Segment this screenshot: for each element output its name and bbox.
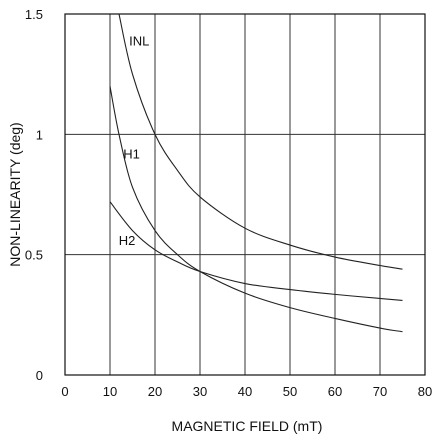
y-axis-title: NON-LINEARITY (deg) bbox=[7, 122, 23, 266]
series-curves bbox=[109, 13, 403, 333]
y-tick-label: 0 bbox=[36, 368, 43, 383]
series-label-h1: H1 bbox=[123, 146, 140, 161]
series-label-h2: H2 bbox=[119, 233, 136, 248]
plot-frame bbox=[64, 13, 426, 376]
series-labels: INL H1 H2 bbox=[119, 33, 150, 248]
y-tick-label: 1.5 bbox=[25, 7, 43, 22]
grid-lines bbox=[65, 14, 425, 375]
x-tick-label: 30 bbox=[193, 384, 207, 399]
series-line-h1 bbox=[109, 86, 403, 333]
x-tick-label: 60 bbox=[328, 384, 342, 399]
y-tick-label: 1 bbox=[36, 127, 43, 142]
x-tick-label: 70 bbox=[373, 384, 387, 399]
series-line-h2 bbox=[109, 201, 403, 301]
x-tick-label: 40 bbox=[238, 384, 252, 399]
x-tick-label: 50 bbox=[283, 384, 297, 399]
y-tick-label: 0.5 bbox=[25, 248, 43, 263]
x-tick-label: 10 bbox=[103, 384, 117, 399]
x-tick-label: 0 bbox=[61, 384, 68, 399]
x-axis-title: MAGNETIC FIELD (mT) bbox=[172, 418, 323, 434]
series-line-inl bbox=[118, 13, 403, 270]
series-label-inl: INL bbox=[129, 33, 149, 48]
x-tick-label: 20 bbox=[148, 384, 162, 399]
tick-labels: 0 10 20 30 40 50 60 70 80 0 0.5 1 1.5 bbox=[25, 7, 432, 399]
x-tick-label: 80 bbox=[418, 384, 432, 399]
